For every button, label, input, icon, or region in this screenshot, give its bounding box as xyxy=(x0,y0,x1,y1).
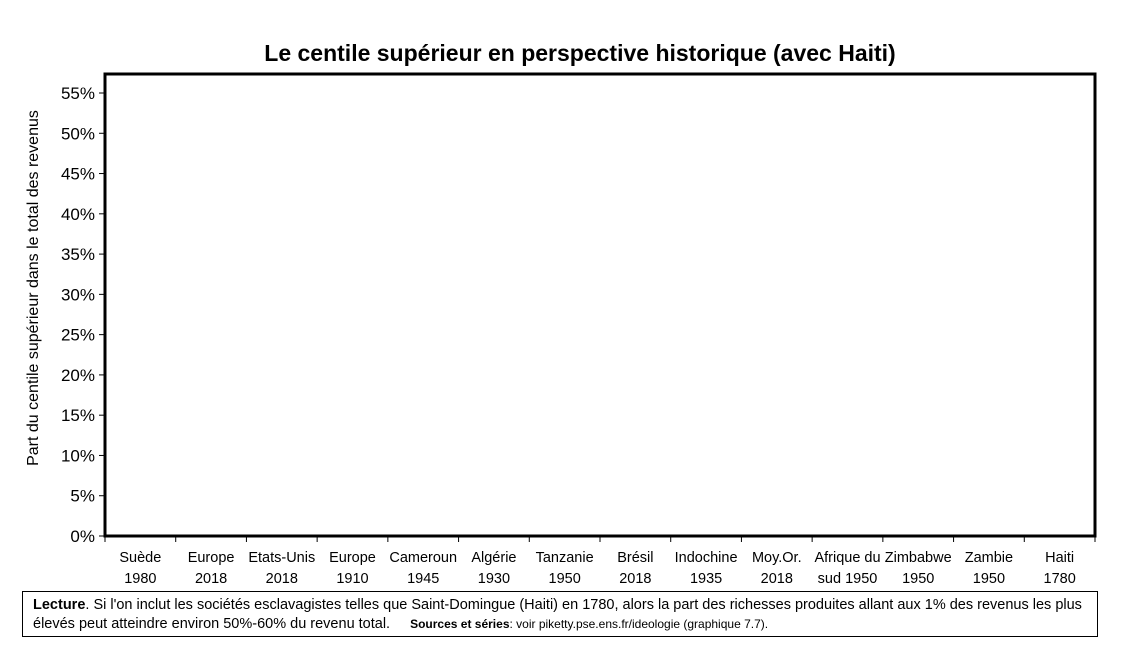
x-tick-label: 1935 xyxy=(690,571,722,587)
x-tick-label: 1950 xyxy=(549,571,581,587)
x-tick-label: 1780 xyxy=(1044,571,1076,587)
x-tick-label: Moy.Or. xyxy=(752,550,802,566)
x-tick-label: Algérie xyxy=(471,550,516,566)
y-tick-label: 55% xyxy=(61,84,95,103)
x-tick-labels: Suède 1980 Europe 2018 Etats-Unis 2018 Europe 1… xyxy=(119,550,1075,587)
x-tick-label: Brésil xyxy=(617,550,653,566)
y-tick-label: 50% xyxy=(61,124,95,143)
x-tick-label: 1945 xyxy=(407,571,439,587)
y-tick-label: 0% xyxy=(70,527,95,546)
x-tick-label: 2018 xyxy=(619,571,651,587)
x-tick-label: Europe xyxy=(329,550,376,566)
sources-text: : voir piketty.pse.ens.fr/ideologie (gra… xyxy=(509,617,769,631)
x-tick-label: Afrique du xyxy=(814,550,880,566)
x-tick-label: 1930 xyxy=(478,571,510,587)
x-tick-label: Suède xyxy=(119,550,161,566)
x-tick-label: Europe xyxy=(188,550,235,566)
x-tick-label: Cameroun xyxy=(389,550,457,566)
y-tick-label: 35% xyxy=(61,245,95,264)
y-tick-label: 15% xyxy=(61,406,95,425)
bar-chart: 0% 5% 10% 15% 20% 25% 30% 35% 40% 45% 50% 55% Suède… xyxy=(61,72,1097,587)
x-tick-label: 2018 xyxy=(266,571,298,587)
x-tick-label: Haiti xyxy=(1045,550,1074,566)
caption-box: Lecture. Si l'on inclut les sociétés esc… xyxy=(22,591,1098,637)
x-tick-label: Zambie xyxy=(965,550,1013,566)
y-tick-label: 10% xyxy=(61,446,95,465)
y-tick-label: 25% xyxy=(61,326,95,345)
lecture-label: Lecture xyxy=(33,597,86,613)
x-tick-label: Etats-Unis xyxy=(248,550,315,566)
lecture-text: . Si l'on inclut les sociétés esclavagis… xyxy=(33,597,1082,632)
x-tick-label: 1980 xyxy=(124,571,156,587)
x-tick-label: Zimbabwe xyxy=(885,550,952,566)
sources-label: Sources et séries xyxy=(410,617,510,631)
y-tick-label: 30% xyxy=(61,285,95,304)
x-tick-label: 1910 xyxy=(336,571,368,587)
y-tick-label: 5% xyxy=(70,487,95,506)
x-tick-label: Tanzanie xyxy=(536,550,594,566)
x-tick-label: 2018 xyxy=(195,571,227,587)
x-tick-label: 1950 xyxy=(902,571,934,587)
y-tick-label: 20% xyxy=(61,366,95,385)
y-tick-label: 40% xyxy=(61,205,95,224)
plot-frame xyxy=(103,72,1097,538)
x-tick-label: 2018 xyxy=(761,571,793,587)
x-tick-label: Indochine xyxy=(675,550,738,566)
y-tick-labels: 0% 5% 10% 15% 20% 25% 30% 35% 40% 45% 50% 55% xyxy=(61,84,95,546)
y-tick-label: 45% xyxy=(61,165,95,184)
x-tick-label: sud 1950 xyxy=(818,571,878,587)
x-tick-label: 1950 xyxy=(973,571,1005,587)
chart-title: Le centile supérieur en perspective hist… xyxy=(264,40,896,66)
axes xyxy=(99,72,1097,542)
